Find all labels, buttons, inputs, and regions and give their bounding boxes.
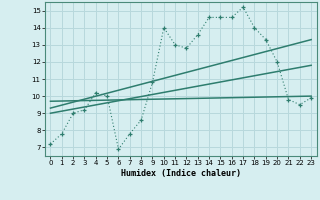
X-axis label: Humidex (Indice chaleur): Humidex (Indice chaleur) <box>121 169 241 178</box>
